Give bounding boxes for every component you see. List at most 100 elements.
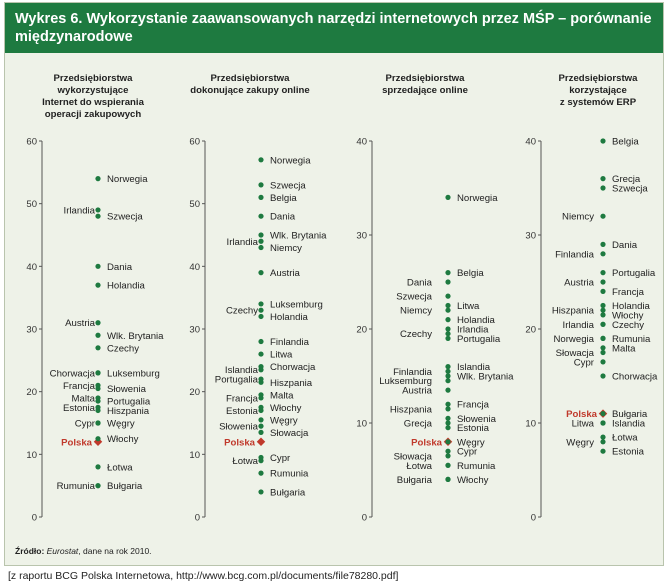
panel-3-czechy-dot (445, 331, 451, 337)
panel-1-tick-label-20: 20 (26, 387, 37, 398)
panel-2-tick-label-40: 40 (189, 262, 200, 273)
panel-4-litwa-label: Litwa (572, 419, 595, 430)
panel-1-chorwacja-label: Chorwacja (50, 368, 96, 379)
panel-4-estonia-dot (600, 448, 606, 454)
panel-2-tick-label-60: 60 (189, 137, 200, 148)
panel-4-austria-label: Austria (564, 278, 595, 289)
panel-4-grecja-dot (600, 176, 606, 182)
panel-1-rumunia-label: Rumunia (57, 481, 96, 492)
panel-2-niemcy-label: Niemcy (270, 243, 302, 254)
panel-4-szwecja-label: Szwecja (612, 184, 648, 195)
panel-2-czechy-dot (258, 307, 264, 313)
panel-3-estonia-dot (445, 425, 451, 431)
panel-4-malta-dot (600, 345, 606, 351)
panel-3-francja-dot (445, 401, 451, 407)
panel-4-holandia-dot (600, 302, 606, 309)
panel-4-norwegia-label: Norwegia (553, 334, 594, 345)
panel-1-holandia-label: Holandia (107, 281, 146, 292)
panel-1-hiszpania-dot (95, 407, 101, 414)
panel-4-holandia-label: Holandia (612, 301, 651, 312)
panel-3-title-line-1: Przedsiębiorstwa (386, 73, 466, 84)
panel-1-cypr-label: Cypr (75, 419, 96, 430)
panel-2-estonia-label: Estonia (226, 406, 259, 417)
footer-citation: [z raportu BCG Polska Internetowa, http:… (8, 570, 399, 582)
panel-2-tick-label-50: 50 (189, 199, 200, 210)
panel-3-belgia-dot (445, 270, 451, 276)
panel-2-wlk-brytania-dot (258, 232, 264, 238)
source-suffix: , dane na rok 2010. (78, 546, 152, 556)
panel-2-rumunia-label: Rumunia (270, 469, 309, 480)
panel-4-francja-dot (600, 288, 606, 294)
panel-3-lotwa-dot (445, 462, 451, 468)
panel-1-title-line-2: wykorzystujące (57, 85, 129, 96)
panel-3-rumunia-label: Rumunia (457, 461, 496, 472)
panel-4-finlandia-label: Finlandia (555, 249, 595, 260)
panel-4-polska-label: Polska (566, 409, 598, 420)
panel-4-belgia-dot (600, 138, 606, 144)
panel-3-tick-label-40: 40 (356, 137, 367, 148)
panel-3-holandia-dot (445, 317, 451, 323)
panel-4-niemcy-dot (600, 213, 606, 219)
panel-2-luksemburg-label: Luksemburg (270, 299, 323, 310)
panel-2-norwegia-dot (258, 157, 264, 163)
panel-3-austria-label: Austria (402, 386, 433, 397)
panel-4-dania-label: Dania (612, 240, 638, 251)
panel-3-luksemburg-dot (445, 378, 451, 384)
panel-1-irlandia-label: Irlandia (64, 205, 96, 216)
panel-1-wlochy-dot (95, 436, 101, 442)
panel-3-portugalia-label: Portugalia (457, 334, 501, 345)
panel-3-polska-label: Polska (411, 437, 443, 448)
panel-1-austria-dot (95, 320, 101, 326)
panel-1-bulgaria-label: Bułgaria (107, 481, 143, 492)
panel-2-slowenia-label: Słowenia (219, 422, 259, 433)
panel-3-dania-label: Dania (407, 278, 433, 289)
panel-1-tick-label-50: 50 (26, 199, 37, 210)
panel-1-norwegia-dot (95, 176, 101, 182)
panel-4-tick-label-30: 30 (525, 231, 536, 242)
panel-2-holandia-label: Holandia (270, 312, 309, 323)
panel-3-slowenia-dot (445, 415, 451, 421)
panel-3-tick-label-20: 20 (356, 325, 367, 336)
panel-2-lotwa-label: Łotwa (232, 456, 258, 467)
panel-4-czechy-label: Czechy (612, 320, 644, 331)
panel-2-austria-dot (258, 270, 264, 276)
panel-1-czechy-dot (95, 345, 101, 351)
panel-1-title-line-1: Przedsiębiorstwa (54, 73, 134, 84)
panel-4-wlochy-label: Włochy (612, 310, 644, 321)
panel-2-slowenia-dot (258, 423, 264, 429)
panel-4-cypr-label: Cypr (574, 357, 595, 368)
panel-4-slowacja-label: Słowacja (556, 348, 595, 359)
panel-1-polska-label: Polska (61, 437, 93, 448)
panel-1-dania-label: Dania (107, 262, 133, 273)
panel-1-irlandia-dot (95, 207, 101, 213)
panel-2-tick-label-30: 30 (189, 325, 200, 336)
panel-2-hiszpania-label: Hiszpania (270, 378, 313, 389)
panel-2-polska-label: Polska (224, 437, 256, 448)
panel-3-tick-label-10: 10 (356, 419, 367, 430)
panel-2-litwa-dot (258, 351, 264, 357)
panel-2-wlochy-label: Włochy (270, 403, 302, 414)
panel-1-wlk-brytania-dot (95, 332, 101, 338)
panel-3-cypr-dot (445, 448, 451, 454)
panel-1-malta-label: Malta (72, 393, 96, 404)
panel-1-holandia-dot (95, 282, 101, 288)
panel-2-title-line-1: Przedsiębiorstwa (211, 73, 291, 84)
chart-title: Wykres 6. Wykorzystanie zaawansowanych n… (15, 11, 652, 45)
panel-1-tick-label-60: 60 (26, 137, 37, 148)
panel-3-francja-label: Francja (457, 400, 490, 411)
panel-3-finlandia-dot (445, 368, 451, 374)
panel-2-slowacja-label: Słowacja (270, 428, 309, 439)
panel-4-tick-label-20: 20 (525, 325, 536, 336)
panel-1-norwegia-label: Norwegia (107, 174, 148, 185)
source-name: Eurostat (46, 546, 79, 556)
panel-3-islandia-dot (445, 364, 451, 370)
panel-1-czechy-label: Czechy (107, 343, 139, 354)
panel-3-litwa-dot (445, 302, 451, 309)
panel-4-chorwacja-label: Chorwacja (612, 372, 658, 383)
panel-1-luksemburg-label: Luksemburg (107, 368, 160, 379)
panel-4-niemcy-label: Niemcy (562, 212, 594, 223)
source-note: Źródło: Eurostat, dane na rok 2010. (15, 546, 152, 556)
panel-3-hiszpania-label: Hiszpania (390, 404, 433, 415)
panel-3-slowacja-label: Słowacja (394, 451, 433, 462)
